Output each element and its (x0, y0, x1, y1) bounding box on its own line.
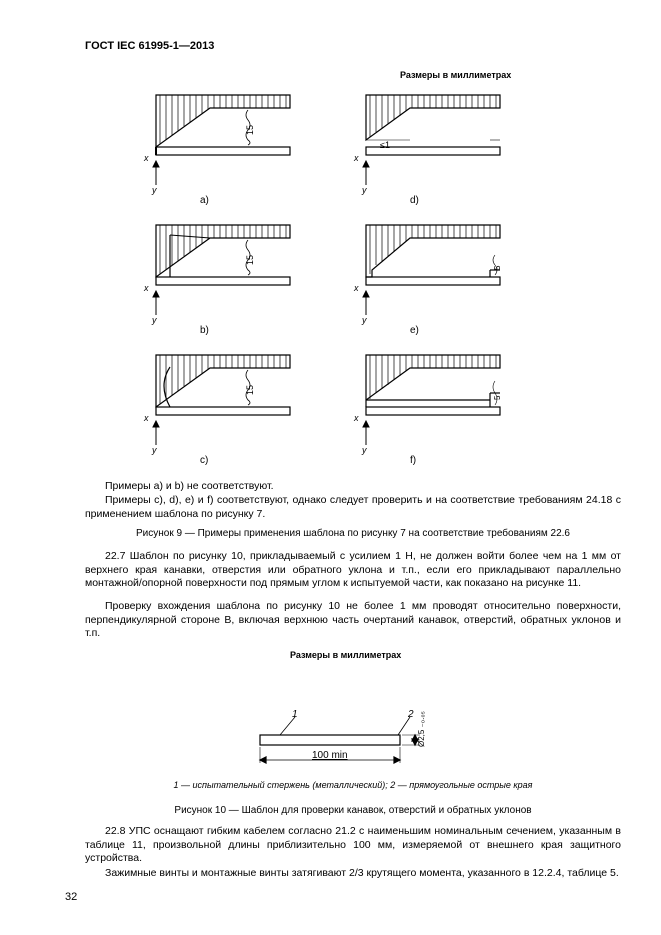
label-e: е) (410, 325, 419, 338)
axis-y: y (152, 445, 157, 456)
figure-9-e: 5 x y е) (350, 215, 510, 330)
drawing-c: 15 (140, 345, 300, 460)
clause-22-7: 22.7 Шаблон по рисунку 10, прикладываемы… (85, 550, 621, 591)
figure-10-caption: Рисунок 10 — Шаблон для проверки канавок… (85, 805, 621, 818)
figure-9-f: 5 x y f) (350, 345, 510, 460)
drawing-f: 5 (350, 345, 510, 460)
fig10-len: 100 min (312, 750, 348, 761)
page-header: ГОСТ IEC 61995-1—2013 (85, 40, 214, 54)
label-f: f) (410, 455, 416, 468)
axis-x: x (144, 413, 149, 424)
figure-9-grid: 15 x y а) (140, 85, 540, 485)
figure-9-d: ≤1 x y d) (350, 85, 510, 200)
axis-y: y (362, 445, 367, 456)
dim-5: 5 (493, 265, 502, 270)
axis-y: y (362, 185, 367, 196)
drawing-fig10: 1 2 100 min Ø2,5 ₋₀.₀₅ (220, 705, 440, 775)
axis-x: x (144, 153, 149, 164)
dim-15: 15 (245, 385, 255, 395)
clause-22-8b: Зажимные винты и монтажные винты затягив… (85, 867, 621, 881)
label-d: d) (410, 195, 419, 208)
dim-le1: ≤1 (380, 140, 390, 150)
dim-5: 5 (493, 395, 502, 400)
label-a: а) (200, 195, 209, 208)
fig10-label-2: 2 (407, 709, 414, 720)
axis-x: x (144, 283, 149, 294)
axis-x: x (354, 413, 359, 424)
clause-22-7b: Проверку вхождения шаблона по рисунку 10… (85, 600, 621, 641)
fig10-dia: Ø2,5 ₋₀.₀₅ (417, 711, 426, 747)
figure-9-a: 15 x y а) (140, 85, 300, 200)
label-c: с) (200, 455, 208, 468)
figure-10-legend: 1 — испытательный стержень (металлически… (85, 780, 621, 791)
note-a: Примеры а) и b) не соответствуют. (85, 480, 621, 494)
dim-15: 15 (245, 255, 255, 265)
drawing-b: 15 (140, 215, 300, 330)
page-number: 32 (65, 891, 77, 905)
drawing-e: 5 (350, 215, 510, 330)
dimensions-note-mid: Размеры в миллиметрах (290, 650, 401, 661)
axis-y: y (152, 185, 157, 196)
fig10-label-1: 1 (292, 709, 298, 720)
figure-9-b: 15 x y b) (140, 215, 300, 330)
figure-9-c: 15 x y с) (140, 345, 300, 460)
figure-9-caption: Рисунок 9 — Примеры применения шаблона п… (85, 528, 621, 541)
clause-22-8: 22.8 УПС оснащают гибким кабелем согласн… (85, 825, 621, 866)
drawing-d: ≤1 (350, 85, 510, 200)
drawing-a: 15 (140, 85, 300, 200)
axis-x: x (354, 153, 359, 164)
dim-15: 15 (245, 125, 255, 135)
axis-x: x (354, 283, 359, 294)
figure-10: 1 2 100 min Ø2,5 ₋₀.₀₅ (220, 705, 440, 775)
note-b: Примеры с), d), е) и f) соответствуют, о… (85, 494, 621, 521)
axis-y: y (152, 315, 157, 326)
dimensions-note-top: Размеры в миллиметрах (400, 70, 511, 81)
axis-y: y (362, 315, 367, 326)
label-b: b) (200, 325, 209, 338)
